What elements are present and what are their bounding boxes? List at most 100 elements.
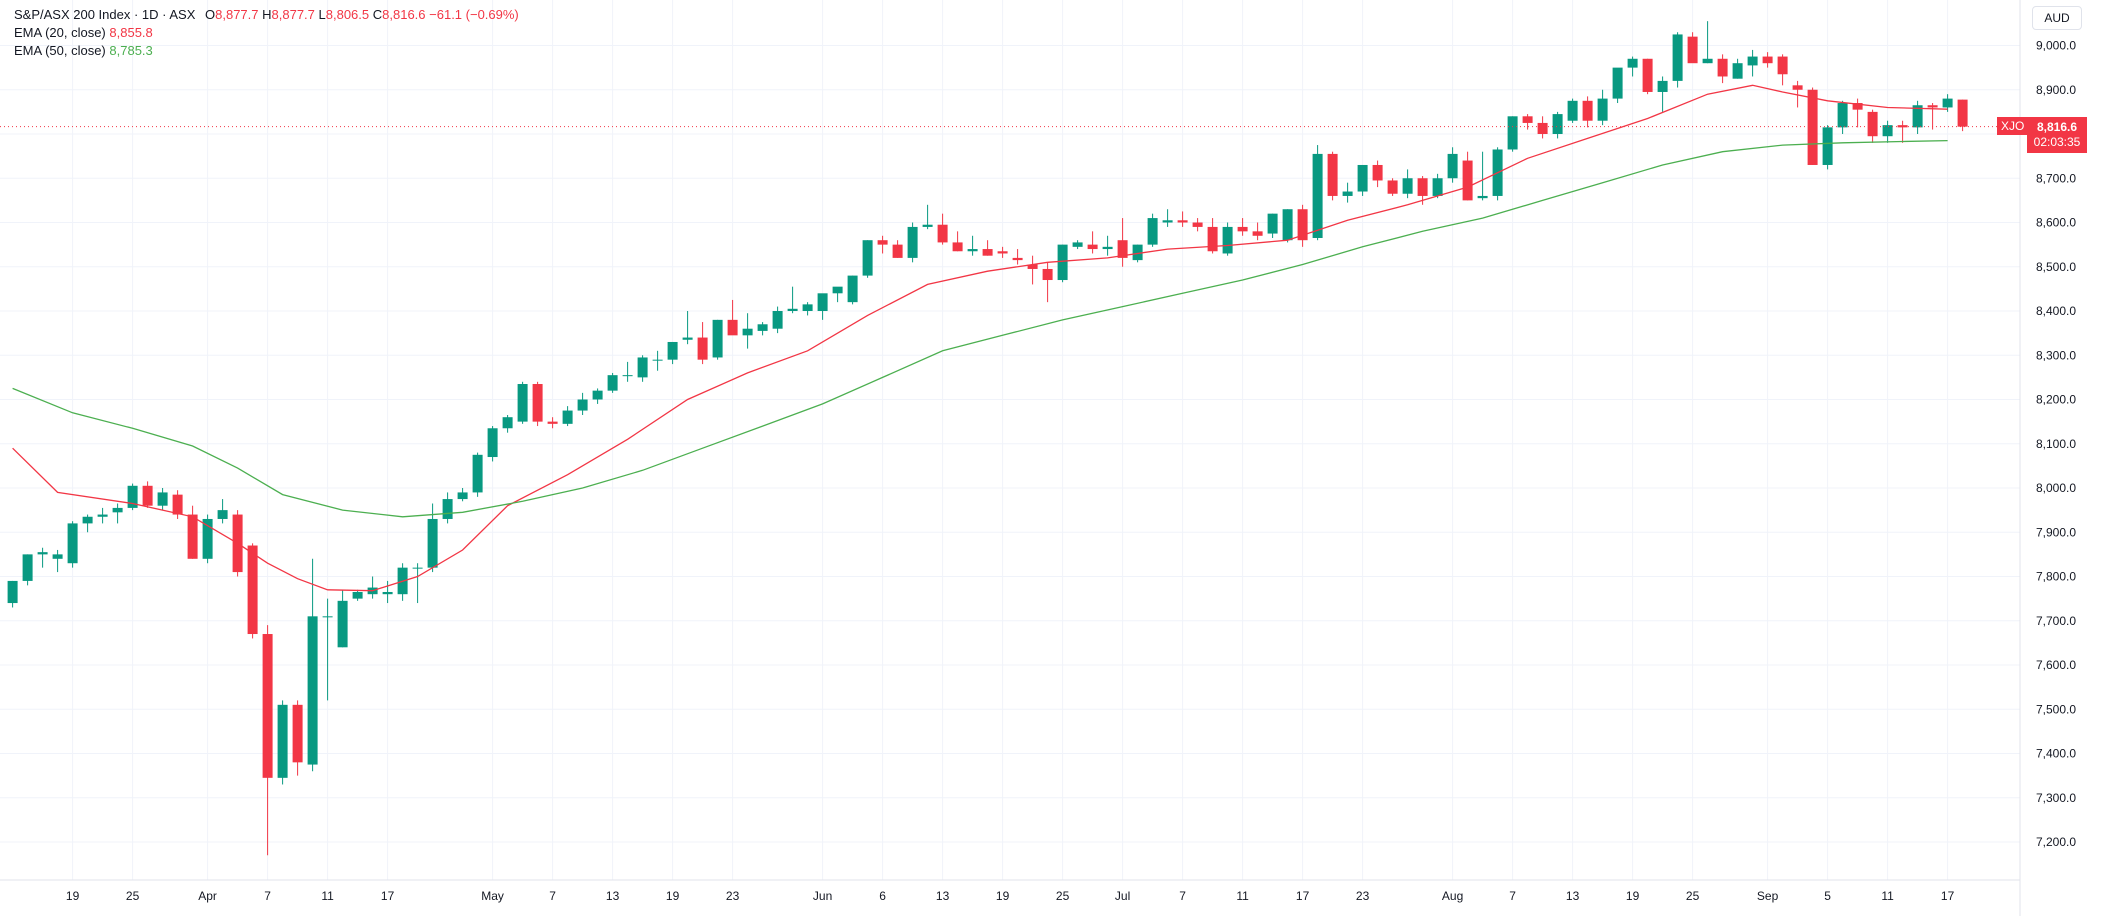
time-axis-label: 19 [66,889,80,903]
time-axis-label: Sep [1757,889,1779,903]
last-price-value: 8,816.6 [2036,120,2078,134]
price-axis-label: 7,700.0 [2036,614,2076,628]
candle-up [457,492,468,500]
candle-down [1957,99,1968,127]
ohlc-legend-row: S&P/ASX 200 Index · 1D · ASX O8,877.7 H8… [14,6,519,24]
time-axis-label: 7 [549,889,556,903]
candle-down [877,240,888,245]
candle-up [967,249,978,252]
candle-up [1267,213,1278,234]
candle-up [1702,58,1713,64]
candle-up [442,499,453,519]
last-price-tag: 8,816.6 02:03:35 [2027,117,2087,153]
high-value: 8,877.7 [271,7,315,22]
time-axis-label: 17 [1941,889,1955,903]
time-axis-label: 17 [1296,889,1310,903]
candle-up [157,492,168,506]
candle-up [52,554,63,559]
candle-up [307,616,318,765]
candle-up [1132,244,1143,261]
candle-down [1012,257,1023,261]
candle-down [1177,220,1188,223]
candle-down [1387,180,1398,194]
candle-up [907,226,918,258]
candle-up [622,375,633,377]
candle-up [1822,127,1833,165]
candle-up [1357,164,1368,192]
candle-up [1222,226,1233,254]
candle-down [1087,244,1098,250]
time-axis-label: 17 [381,889,395,903]
candle-up [412,567,423,569]
price-axis-label: 8,400.0 [2036,304,2076,318]
candle-up [607,375,618,391]
open-label: O [205,7,216,22]
candle-up [487,428,498,458]
candle-down [982,249,993,256]
candle-up [1507,116,1518,150]
candle-up [1567,100,1578,121]
candle-down [1642,58,1653,92]
candle-up [1732,63,1743,79]
candle-down [547,421,558,424]
close-label: C [372,7,383,22]
time-axis-label: May [481,889,504,903]
candle-down [1777,56,1788,75]
candle-down [1252,231,1263,236]
candle-up [1162,220,1173,223]
candle-down [697,337,708,360]
candle-up [1102,246,1113,250]
candle-down [937,224,948,243]
time-axis-label: 25 [1056,889,1070,903]
price-axis-label: 8,300.0 [2036,348,2076,362]
candle-up [517,384,528,422]
price-axis-label: 8,700.0 [2036,171,2076,185]
candle-down [142,485,153,506]
symbol-price-tag: XJO [1997,117,2029,135]
candle-down [172,494,183,515]
candle-up [22,554,33,581]
candle-down [1207,226,1218,252]
candle-down [1687,36,1698,64]
time-axis-label: 11 [1236,889,1249,903]
ema50-legend-row[interactable]: EMA (50, close) 8,785.3 [14,42,519,60]
candle-up [1627,58,1638,68]
candle-up [7,580,18,604]
candle-up [82,516,93,524]
symbol-title[interactable]: S&P/ASX 200 Index · 1D · ASX [14,7,196,22]
candle-down [532,384,543,422]
candle-up [1402,178,1413,194]
ema20-legend-row[interactable]: EMA (20, close) 8,855.8 [14,24,519,42]
time-axis-label: Jul [1115,889,1130,903]
candle-up [1477,195,1488,199]
time-axis-label: 5 [1824,889,1831,903]
open-value: 8,877.7 [215,7,259,22]
candle-up [427,518,438,568]
candle-up [97,514,108,517]
chart-legend: S&P/ASX 200 Index · 1D · ASX O8,877.7 H8… [14,6,519,60]
candle-down [1852,103,1863,110]
time-axis-label: Aug [1442,889,1463,903]
candle-up [1147,218,1158,245]
candle-up [832,286,843,294]
ema50-label: EMA (50, close) [14,43,106,58]
candle-up [712,319,723,358]
change-value: −61.1 (−0.69%) [429,7,519,22]
candle-up [562,410,573,424]
candle-up [1072,242,1083,247]
candle-down [1327,153,1338,196]
time-axis-label: 7 [264,889,271,903]
candle-down [1417,178,1428,196]
ema50-line [12,139,1948,518]
high-label: H [262,7,272,22]
candle-up [817,293,828,311]
time-axis-label: 13 [936,889,950,903]
price-axis-label: 7,900.0 [2036,525,2076,539]
candle-up [847,275,858,303]
candle-down [1927,105,1938,108]
currency-button[interactable]: AUD [2032,6,2082,30]
candle-up [757,324,768,331]
candle-down [1372,164,1383,181]
